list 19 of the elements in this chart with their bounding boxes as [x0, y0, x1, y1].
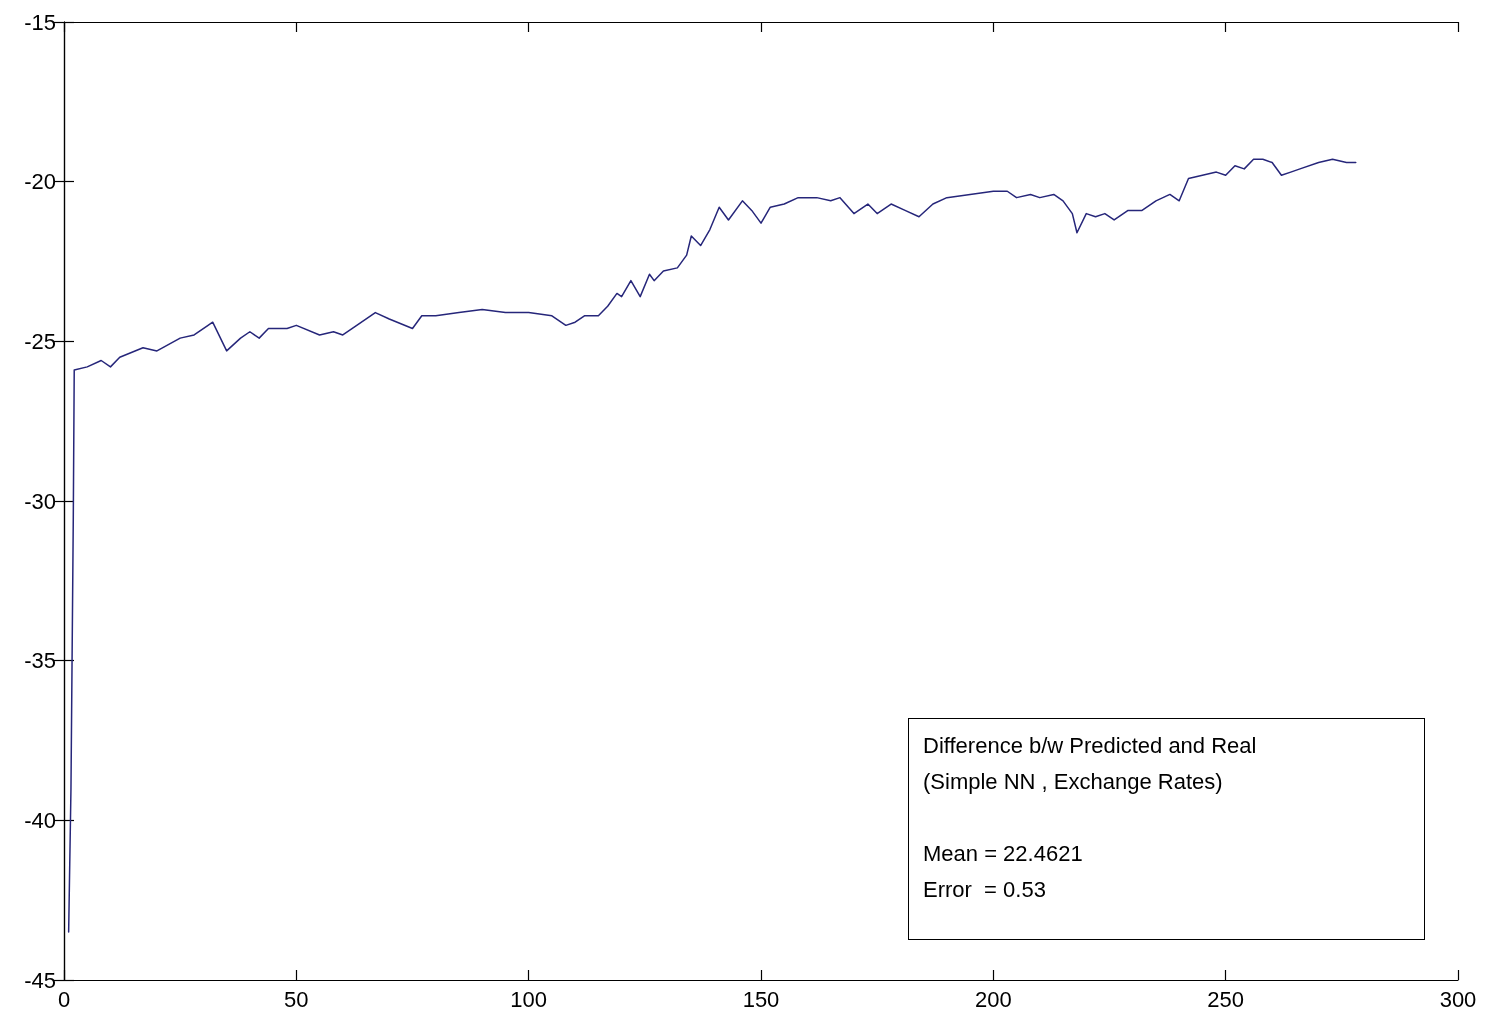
annotation: (Simple NN , Exchange Rates) [923, 769, 1223, 795]
y-tick-label: -30 [24, 488, 56, 514]
x-tick-label: 100 [510, 986, 548, 1012]
y-tick-label: -35 [24, 648, 56, 674]
x-tick-label: 0 [57, 986, 71, 1012]
line-series [67, 158, 1357, 933]
annotation: Mean = 22.4621 [923, 841, 1083, 867]
x-tick-label: 150 [742, 986, 780, 1012]
x-tick-label: 200 [974, 986, 1012, 1012]
annotation: Error = 0.53 [923, 877, 1046, 903]
y-tick-label: -40 [24, 807, 56, 833]
y-tick-label: -25 [24, 328, 56, 354]
y-tick-label: -20 [24, 169, 56, 195]
annotation: Difference b/w Predicted and Real [923, 733, 1257, 759]
y-tick-label: -45 [24, 967, 56, 993]
x-tick-label: 50 [284, 986, 309, 1012]
y-tick-label: -15 [24, 9, 56, 35]
x-tick-label: 250 [1207, 986, 1245, 1012]
x-tick-label: 300 [1439, 986, 1477, 1012]
